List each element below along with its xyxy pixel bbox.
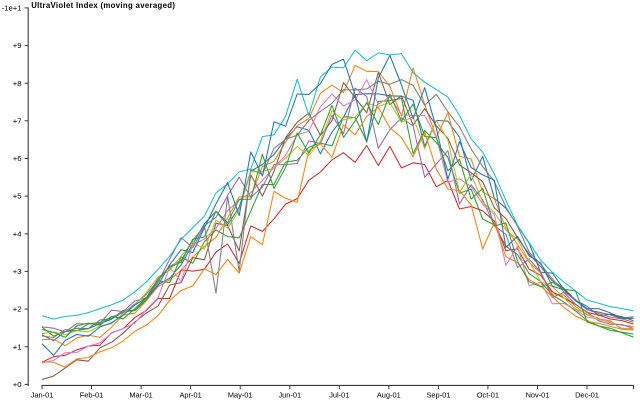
svg-text:Aug-01: Aug-01: [377, 391, 401, 400]
svg-text:May-01: May-01: [228, 391, 253, 400]
svg-text:+7: +7: [13, 116, 22, 125]
svg-text:Jun-01: Jun-01: [278, 391, 301, 400]
svg-text:Jan-01: Jan-01: [31, 391, 54, 400]
svg-text:+2: +2: [13, 305, 22, 314]
svg-text:+4: +4: [13, 229, 22, 238]
svg-text:+1: +1: [13, 342, 22, 351]
svg-text:Feb-01: Feb-01: [80, 391, 103, 400]
svg-text:Dec-01: Dec-01: [575, 391, 599, 400]
svg-text:Nov-01: Nov-01: [526, 391, 550, 400]
svg-text:-1e+1: -1e+1: [2, 4, 22, 13]
svg-text:Sep-01: Sep-01: [426, 391, 450, 400]
svg-text:+8: +8: [13, 79, 22, 88]
svg-text:Jul-01: Jul-01: [329, 391, 349, 400]
svg-text:+3: +3: [13, 267, 22, 276]
svg-text:Apr-01: Apr-01: [180, 391, 202, 400]
svg-text:+5: +5: [13, 192, 22, 201]
svg-text:+0: +0: [13, 380, 22, 389]
svg-text:Mar-01: Mar-01: [129, 391, 152, 400]
svg-text:Oct-01: Oct-01: [477, 391, 499, 400]
svg-text:+6: +6: [13, 154, 22, 163]
svg-text:+9: +9: [13, 41, 22, 50]
svg-text:UltraViolet Index (moving aver: UltraViolet Index (moving averaged): [31, 1, 175, 10]
